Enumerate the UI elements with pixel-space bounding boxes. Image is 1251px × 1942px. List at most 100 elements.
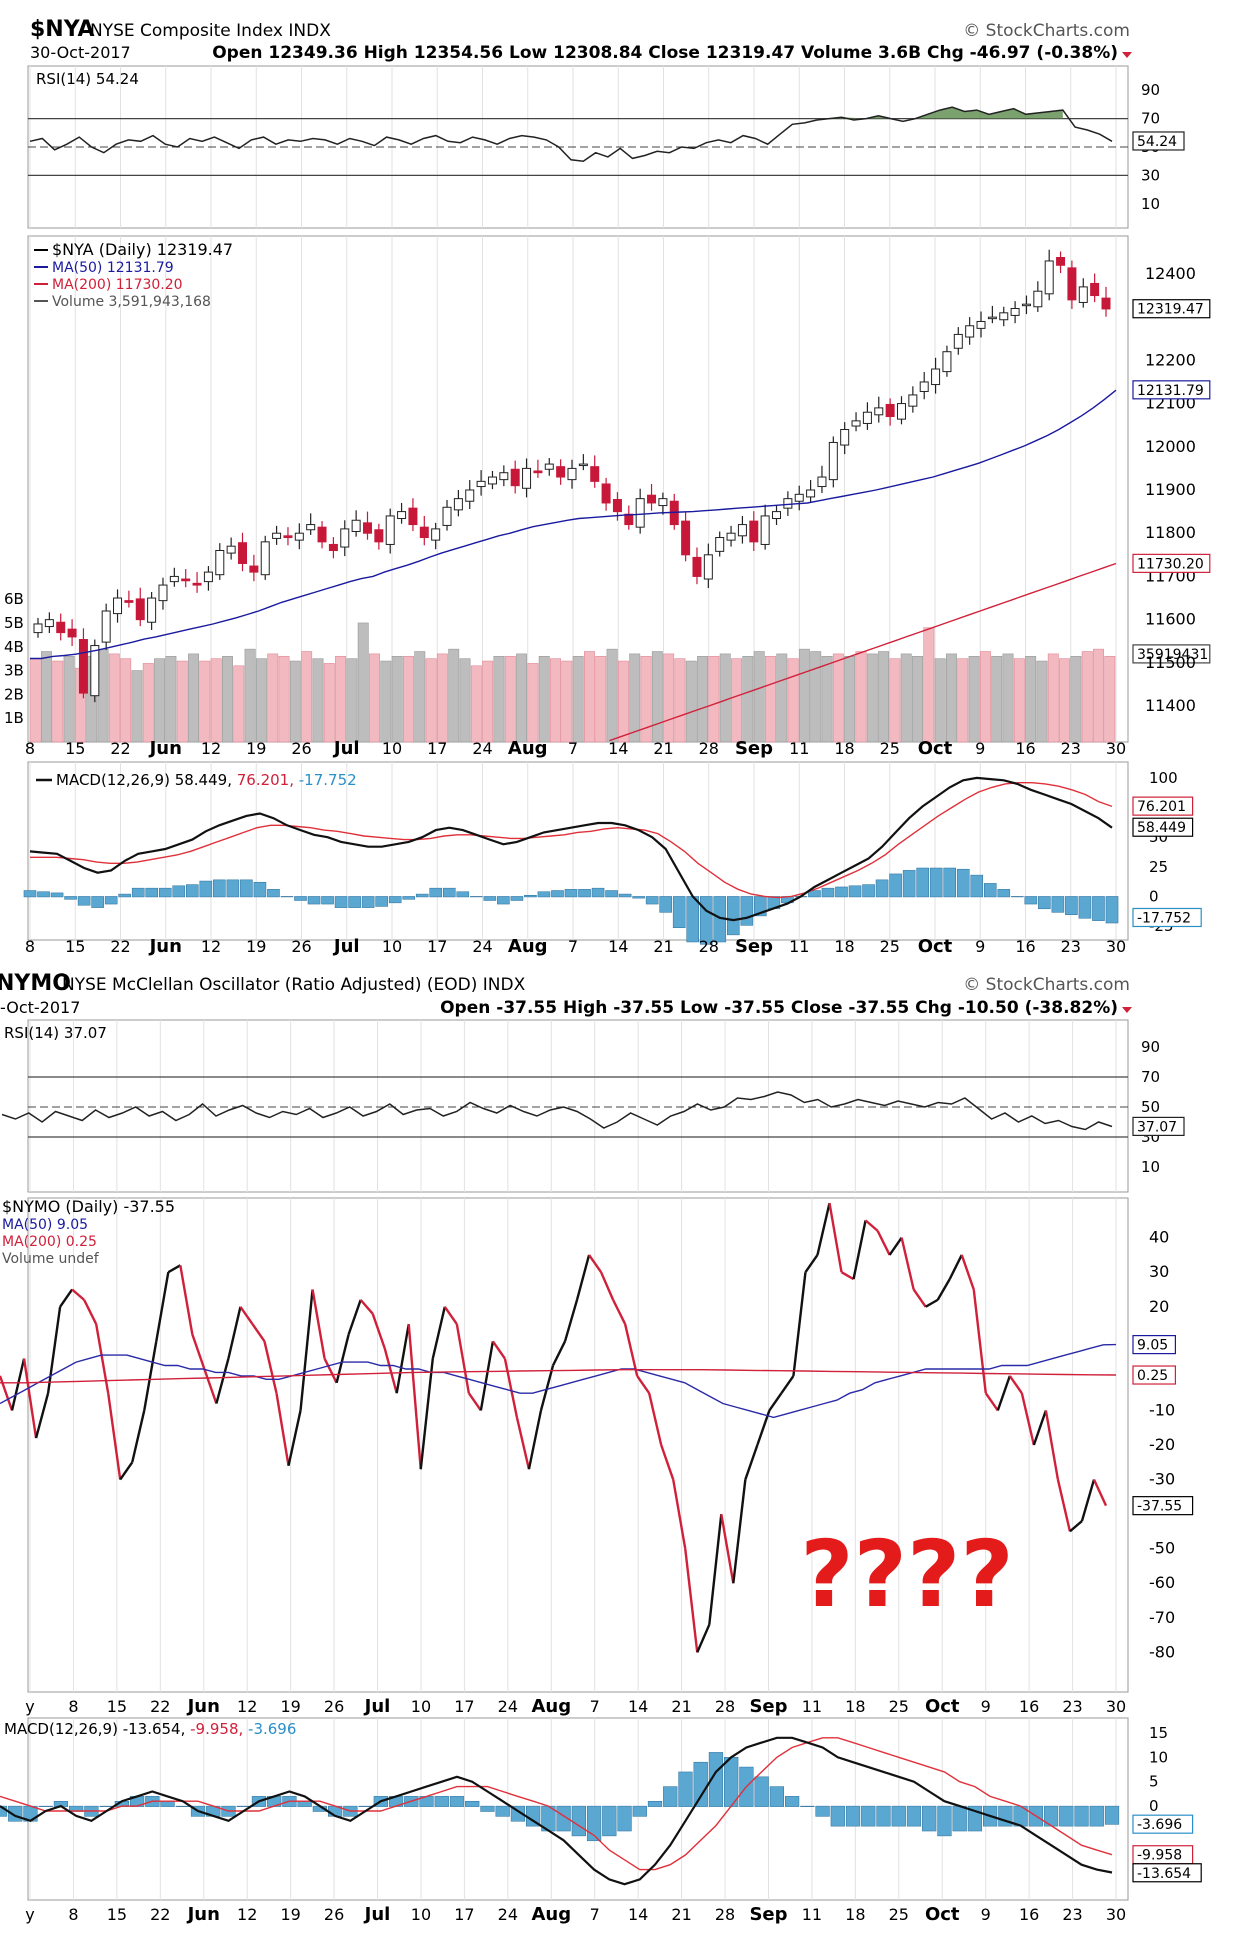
macd-hist-value: -17.752	[299, 771, 357, 789]
volume-tick: 2B	[4, 685, 24, 703]
oscillator-segment	[34, 1392, 50, 1439]
volume-bar	[832, 653, 844, 743]
x-tick-price1: 14	[608, 739, 628, 758]
macd-hist-bar	[1065, 896, 1078, 915]
rsi-tick: 90	[1141, 81, 1160, 99]
volume-bar	[855, 651, 867, 743]
legend-entry: MA(200) 11730.20	[52, 277, 183, 293]
candle-body	[1044, 260, 1054, 295]
macd2-hist-bar	[571, 1805, 586, 1837]
macd2-line	[0, 1736, 1113, 1886]
x-tick-macd1: 28	[699, 937, 719, 956]
oscillator-segment	[383, 1347, 398, 1394]
candle-body	[976, 320, 986, 329]
volume-bar	[697, 655, 709, 743]
rsi-tick: 30	[1141, 166, 1160, 184]
macd-hist-bar	[442, 887, 456, 898]
osc-tick: 40	[1149, 1228, 1169, 1247]
oscillator-segment	[467, 1392, 482, 1412]
x-tick-macd1: 14	[608, 937, 628, 956]
x-tick-price1: 22	[110, 739, 130, 758]
x-tick-macd1: 22	[110, 937, 130, 956]
volume-bar	[640, 655, 652, 743]
osc-tick: -60	[1149, 1573, 1175, 1592]
volume-bar	[889, 658, 901, 743]
volume-bar	[448, 648, 460, 743]
rsi-panel-1	[27, 65, 1129, 229]
candle-body	[499, 472, 509, 481]
volume-bar	[1059, 658, 1071, 743]
volume-bar	[222, 655, 233, 743]
x-tick-macd2: 21	[671, 1905, 691, 1924]
volume-bar	[391, 655, 403, 743]
macd-hist-bar	[415, 893, 429, 898]
down-arrow-icon	[1122, 52, 1132, 58]
price-tick: 11800	[1145, 523, 1196, 542]
oscillator-segment	[107, 1392, 122, 1480]
macd2-hist-bar	[1104, 1805, 1120, 1825]
macd2-legend: MACD(12,26,9) -13.654, -9.958, -3.696	[4, 1720, 296, 1738]
x-tick-price2: 22	[150, 1697, 170, 1716]
x-tick-macd1: 26	[291, 937, 311, 956]
candle-body	[624, 513, 634, 526]
oscillator-segment	[10, 1358, 26, 1411]
candle-body	[158, 584, 168, 602]
macd-hist-bar	[240, 879, 253, 898]
macd-hist-bar	[348, 896, 361, 908]
macd-hist-bar	[618, 893, 632, 898]
candle-body	[681, 520, 691, 556]
x-tick-price1: 19	[246, 739, 266, 758]
volume-bar	[606, 648, 618, 743]
candle-body	[1101, 297, 1111, 310]
x-tick-price2: Oct	[925, 1696, 960, 1717]
macd2-signal-value: -9.958,	[190, 1720, 248, 1738]
oscillator-segment	[636, 1375, 651, 1394]
macd2-hist-bar	[38, 1805, 53, 1807]
oscillator-segment	[551, 1340, 567, 1367]
ma50-last-tag-box	[1132, 380, 1211, 400]
x-tick-macd1: 12	[201, 937, 221, 956]
macd-hist-bar	[172, 885, 186, 898]
candle-body	[749, 520, 759, 543]
oscillator-segment	[539, 1365, 555, 1411]
oscillator-segment	[455, 1323, 471, 1394]
macd-hist-bar	[564, 889, 578, 898]
x-tick-price1: Jun	[148, 738, 182, 759]
oscillator-segment	[94, 1323, 110, 1394]
volume-bar	[29, 658, 41, 743]
oscillator-segment	[804, 1254, 819, 1273]
candle-body	[44, 619, 54, 628]
x-tick-macd2: 11	[802, 1905, 822, 1924]
volume-bar	[289, 660, 301, 743]
macd2-hist-bar	[358, 1805, 373, 1807]
macd-hist-bar	[740, 896, 754, 926]
volume-bar	[821, 655, 833, 743]
volume-bar	[1081, 651, 1093, 743]
candle-body	[715, 537, 725, 552]
candle-body	[351, 519, 361, 532]
macd2-hist-bar	[175, 1805, 190, 1807]
candle-body	[215, 550, 225, 576]
ma200-last-tag-2-box	[1132, 1365, 1177, 1385]
x-tick-price1: 25	[880, 739, 900, 758]
candle-body	[385, 515, 395, 545]
close-last-tag-box	[1132, 299, 1211, 319]
oscillator-segment	[720, 1513, 735, 1584]
volume-bar	[131, 670, 143, 743]
volume-bar	[425, 658, 437, 743]
volume-bar	[1036, 660, 1048, 743]
macd2-tick: 0	[1149, 1797, 1159, 1815]
x-tick-price2: 10	[411, 1697, 431, 1716]
ma50-last-tag-2: 9.05	[1137, 1338, 1168, 1354]
volume-bar	[470, 665, 482, 743]
x-tick-macd2: Oct	[925, 1904, 960, 1925]
macd2-hist-bar	[830, 1805, 845, 1827]
candle-body	[203, 571, 213, 583]
macd2-hist-bar	[434, 1796, 449, 1807]
x-tick-macd1: 10	[382, 937, 402, 956]
macd2-hist-bar	[815, 1805, 830, 1817]
macd-hist-bar	[1092, 896, 1105, 921]
oscillator-segment	[768, 1392, 783, 1412]
macd-hist-bar	[334, 896, 348, 908]
oscillator-segment	[143, 1341, 158, 1411]
